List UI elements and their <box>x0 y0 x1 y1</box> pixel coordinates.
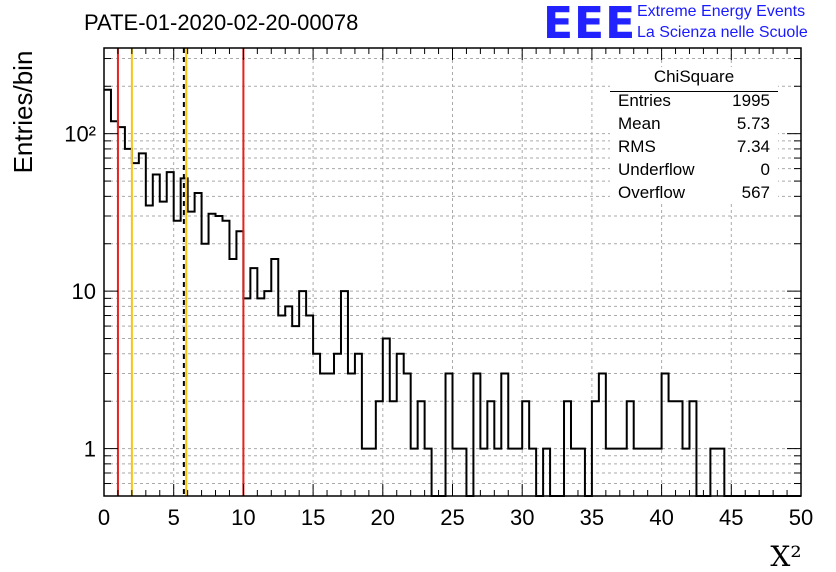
stats-row-underflow: Underflow 0 <box>618 160 770 182</box>
stats-row-overflow: Overflow 567 <box>618 183 770 205</box>
x-tick-label: 10 <box>231 505 255 530</box>
stats-title: ChiSquare <box>653 67 735 86</box>
stats-value: 5.73 <box>736 114 770 133</box>
x-axis-label: X² <box>770 540 801 572</box>
x-tick-label: 20 <box>371 505 395 530</box>
x-tick-label: 25 <box>440 505 464 530</box>
y-axis-label: Entries/bin <box>8 51 38 174</box>
stats-box: ChiSquare Entries 1995 Mean 5.73 RMS 7.3… <box>610 67 778 203</box>
x-tick-label: 45 <box>719 505 743 530</box>
x-tick-label: 0 <box>98 505 110 530</box>
y-tick-label: 10² <box>64 122 96 147</box>
x-tick-label: 15 <box>301 505 325 530</box>
y-tick-label: 1 <box>84 437 96 462</box>
x-tick-label: 50 <box>789 505 813 530</box>
x-tick-label: 30 <box>510 505 534 530</box>
stats-label: Entries <box>618 91 671 110</box>
x-tick-label: 35 <box>580 505 604 530</box>
stats-value: 0 <box>760 160 770 179</box>
stats-label: RMS <box>618 137 656 156</box>
stats-separator <box>610 91 778 92</box>
y-tick-label: 10 <box>72 279 96 304</box>
stats-row-mean: Mean 5.73 <box>618 114 770 136</box>
stats-value: 1995 <box>732 91 770 110</box>
stats-label: Underflow <box>618 160 695 179</box>
stats-label: Overflow <box>618 183 686 202</box>
eee-logo: EEE <box>543 0 637 49</box>
histogram-line <box>104 88 801 497</box>
stats-value: 567 <box>741 183 770 202</box>
x-tick-label: 5 <box>168 505 180 530</box>
stats-value: 7.34 <box>736 137 770 156</box>
chart-title: PATE-01-2020-02-20-00078 <box>84 10 359 35</box>
stats-row-entries: Entries 1995 <box>618 91 770 113</box>
eee-logo-line2: La Scienza nelle Scuole <box>637 24 808 41</box>
stats-label: Mean <box>618 114 661 133</box>
eee-logo-line1: Extreme Energy Events <box>637 3 806 20</box>
x-tick-label: 40 <box>649 505 673 530</box>
stats-row-rms: RMS 7.34 <box>618 137 770 159</box>
